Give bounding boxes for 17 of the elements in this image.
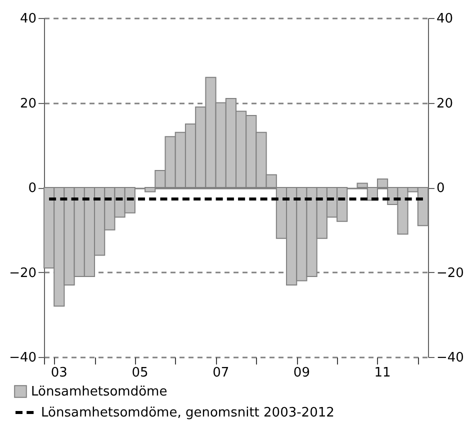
y2-tick-label: 40 (436, 12, 454, 26)
y-tick-label: −20 (9, 266, 36, 281)
x-tick-label: 07 (212, 366, 230, 380)
y-tick-label: 0 (28, 181, 36, 196)
y-tick-label: 40 (20, 12, 36, 26)
y2-tick-label: −40 (436, 350, 464, 366)
y-tick-label: 20 (20, 96, 36, 112)
y2-tick-label: −20 (436, 266, 464, 281)
y2-tick-label: 20 (436, 96, 454, 112)
y2-tick-label: 0 (436, 181, 445, 196)
x-tick-label: 09 (293, 366, 310, 380)
y-tick-label: −40 (9, 350, 36, 366)
x-tick-label: 03 (50, 366, 68, 380)
x-tick-label: 11 (374, 366, 391, 380)
x-tick-label: 05 (132, 366, 148, 380)
legend-label: Lönsamhetsomdöme (31, 384, 168, 400)
legend-label: Lönsamhetsomdöme, genomsnitt 2003-2012 (41, 406, 334, 420)
